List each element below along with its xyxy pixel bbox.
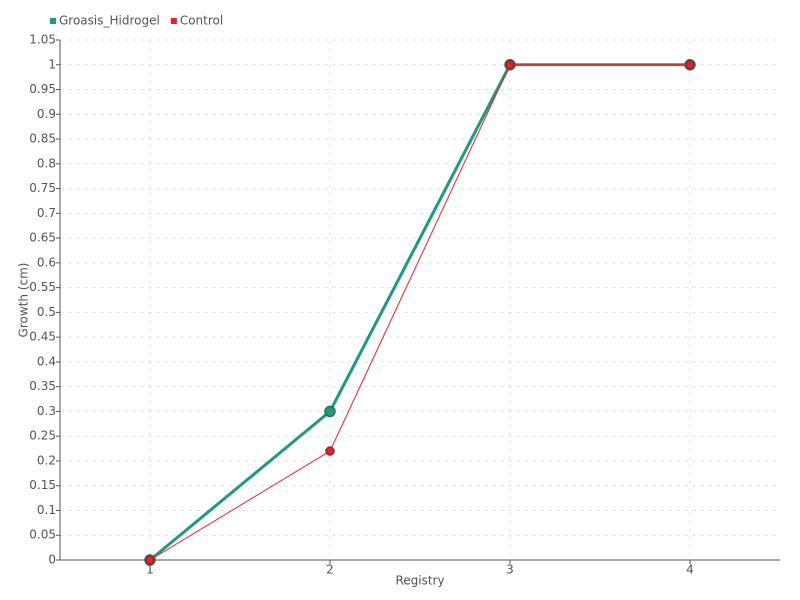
x-axis-label: Registry (395, 574, 444, 588)
point (685, 60, 695, 70)
y-tick-label: 0.7 (37, 206, 56, 220)
y-tick-label: 0.3 (37, 404, 56, 418)
y-tick-label: 0.5 (37, 305, 56, 319)
y-tick-label: 0.2 (37, 453, 56, 467)
point (324, 405, 336, 418)
legend-swatch (50, 18, 56, 24)
legend-label: Control (180, 14, 223, 28)
y-tick-label: 1.05 (29, 33, 56, 47)
legend-swatch (170, 18, 177, 24)
x-tick-label: 1 (146, 563, 154, 577)
y-tick-label: 0.25 (29, 429, 56, 443)
y-tick-label: 1 (48, 57, 56, 71)
y-tick-label: 0.65 (29, 231, 56, 245)
series-line (149, 64, 690, 561)
x-tick-label: 3 (506, 563, 514, 577)
y-axis-label: Growth (cm) (17, 263, 31, 338)
x-tick-label: 4 (686, 563, 694, 577)
y-tick-label: 0.35 (29, 379, 56, 393)
y-tick-label: 0 (48, 553, 56, 567)
y-tick-label: 0.8 (37, 156, 56, 170)
point (325, 446, 335, 456)
y-tick-label: 0.95 (29, 82, 56, 96)
y-tick-label: 0.45 (29, 330, 56, 344)
point (145, 555, 155, 565)
y-tick-label: 0.9 (37, 107, 56, 121)
y-tick-label: 0.55 (29, 280, 56, 294)
y-tick-label: 0.85 (29, 132, 56, 146)
y-tick-label: 0.05 (29, 528, 56, 542)
y-tick-label: 0.75 (29, 181, 56, 195)
y-tick-label: 0.15 (29, 478, 56, 492)
y-tick-label: 0.1 (37, 503, 56, 517)
y-tick-label: 0.6 (37, 255, 56, 269)
x-tick-label: 2 (326, 563, 334, 577)
legend-label: Groasis_Hidrogel (59, 14, 160, 28)
point (505, 60, 515, 70)
y-tick-label: 0.4 (37, 354, 56, 368)
